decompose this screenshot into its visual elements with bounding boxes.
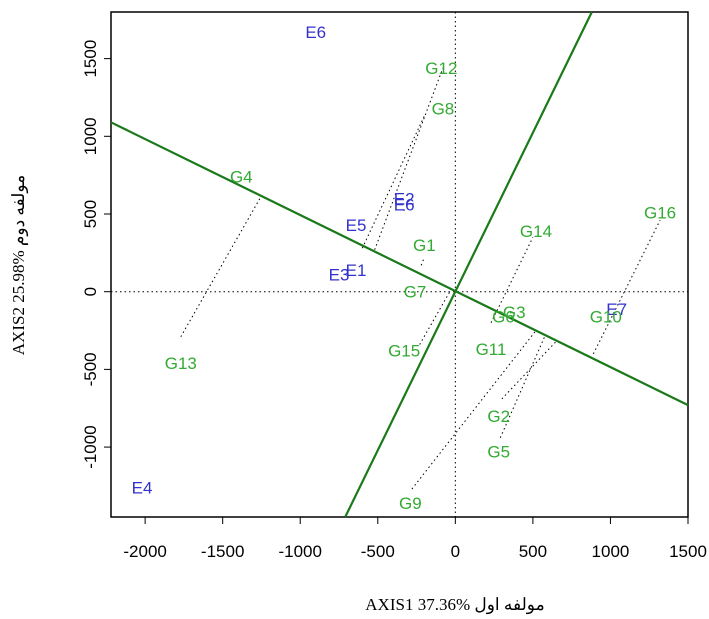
projection-line: [374, 67, 444, 250]
projection-line: [180, 198, 261, 338]
environment-point-e3: E3: [329, 266, 350, 285]
x-tick-label: 500: [519, 542, 547, 561]
genotype-point-g7: G7: [404, 283, 427, 302]
genotype-point-g6: G6: [492, 308, 515, 327]
projection-line: [420, 257, 425, 266]
environment-point-e1: E1: [346, 261, 367, 280]
genotype-point-g9: G9: [399, 494, 422, 513]
x-tick-label: -1000: [278, 542, 321, 561]
x-tick-label: 1000: [592, 542, 630, 561]
environment-point-e6: E6: [394, 196, 415, 215]
projection-line: [361, 115, 425, 249]
environment-point-e6: E6: [305, 23, 326, 42]
projection-line: [411, 330, 537, 490]
genotype-point-g8: G8: [432, 99, 455, 118]
genotype-point-g5: G5: [487, 443, 510, 462]
environment-point-e2: E2: [394, 189, 415, 208]
genotype-point-g15: G15: [388, 342, 420, 361]
projection-line: [592, 219, 661, 355]
projection-line: [419, 289, 452, 345]
genotype-point-g16: G16: [644, 203, 676, 222]
projection-line: [501, 341, 557, 400]
y-tick-label: 1500: [81, 40, 100, 78]
y-tick-label: 500: [81, 200, 100, 228]
y-tick-label: 0: [81, 287, 100, 296]
environment-point-e7: E7: [606, 300, 627, 319]
biplot-line-1: [110, 121, 689, 407]
genotype-point-g2: G2: [487, 407, 510, 426]
genotype-point-g10: G10: [590, 308, 622, 327]
plot-frame: [110, 11, 689, 518]
x-tick-label: -500: [361, 542, 395, 561]
y-tick-label: -1000: [81, 425, 100, 468]
x-tick-label: 0: [451, 542, 460, 561]
genotype-point-g4: G4: [230, 168, 253, 187]
environment-point-e4: E4: [132, 478, 153, 497]
genotype-point-g12: G12: [425, 59, 457, 78]
biplot-line-2: [344, 11, 593, 518]
environment-point-e5: E5: [346, 216, 367, 235]
projection-line: [499, 334, 546, 438]
genotype-point-g3: G3: [503, 303, 526, 322]
x-axis-title: AXIS1 37.36% مولفه اول: [365, 595, 544, 615]
x-tick-label: -2000: [123, 542, 166, 561]
x-tick-label: 1500: [669, 542, 707, 561]
x-tick-label: -1500: [201, 542, 244, 561]
y-tick-label: 1000: [81, 117, 100, 155]
genotype-point-g1: G1: [413, 236, 436, 255]
y-axis-title: AXIS2 25.98% مولفه دوم: [9, 175, 29, 355]
genotype-point-g14: G14: [520, 222, 552, 241]
genotype-point-g11: G11: [476, 340, 507, 359]
y-tick-label: -500: [81, 352, 100, 386]
genotype-point-g13: G13: [165, 354, 197, 373]
